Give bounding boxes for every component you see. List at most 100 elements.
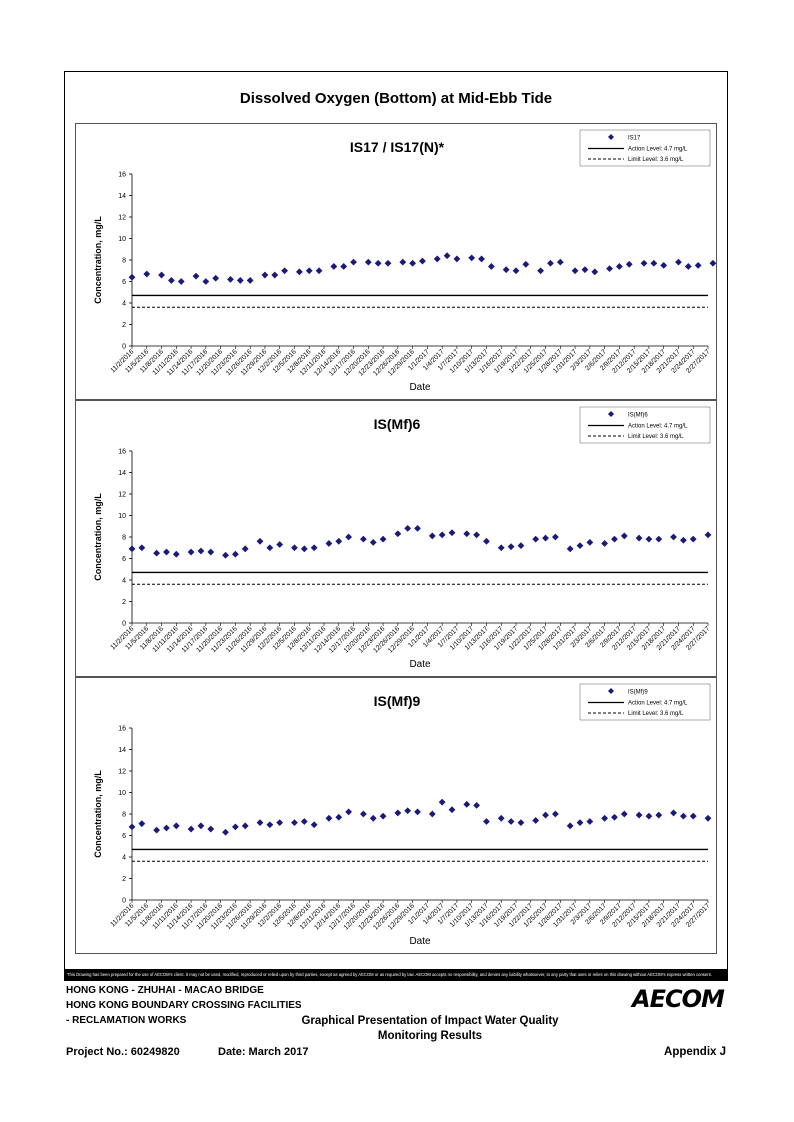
data-point bbox=[369, 538, 377, 546]
data-point bbox=[679, 536, 687, 544]
data-point bbox=[276, 819, 284, 826]
data-point bbox=[576, 819, 584, 826]
y-tick-label: 4 bbox=[122, 855, 126, 862]
y-tick-label: 0 bbox=[122, 621, 126, 628]
data-point bbox=[542, 811, 549, 819]
data-point bbox=[606, 265, 613, 272]
data-point bbox=[404, 807, 412, 815]
data-point bbox=[295, 268, 303, 276]
data-point bbox=[266, 821, 274, 829]
y-tick-label: 8 bbox=[122, 535, 126, 542]
data-point bbox=[364, 258, 372, 266]
chart-title: IS(Mf)6 bbox=[374, 416, 421, 432]
legend-series-label: IS(Mf)9 bbox=[628, 690, 648, 696]
data-point bbox=[197, 822, 205, 830]
footer-project-line-2: HONG KONG BOUNDARY CROSSING FACILITIES bbox=[66, 1000, 302, 1011]
footer-project-line-3: - RECLAMATION WORKS bbox=[66, 1015, 187, 1026]
data-point bbox=[291, 544, 298, 552]
legend-action-label: Action Level: 4.7 mg/L bbox=[628, 424, 688, 430]
y-tick-label: 6 bbox=[122, 833, 126, 840]
data-point bbox=[581, 266, 589, 274]
data-point bbox=[291, 819, 298, 826]
data-point bbox=[128, 823, 136, 831]
chart-is17: IS17 / IS17(N)* 0 2 4 6 8 10 12 14 16 Concentratio… bbox=[93, 129, 717, 393]
data-point bbox=[615, 263, 623, 270]
data-point bbox=[487, 263, 495, 270]
data-point bbox=[414, 808, 421, 816]
data-point bbox=[300, 545, 308, 553]
data-point bbox=[684, 263, 692, 270]
data-point bbox=[522, 260, 530, 268]
data-point bbox=[645, 535, 653, 543]
data-point bbox=[414, 525, 421, 532]
data-point bbox=[153, 826, 161, 834]
data-point bbox=[340, 263, 348, 270]
data-point bbox=[670, 809, 677, 817]
data-point bbox=[256, 819, 264, 826]
data-point bbox=[453, 255, 461, 263]
data-point bbox=[394, 530, 402, 538]
data-point bbox=[566, 822, 574, 830]
data-point bbox=[670, 533, 677, 541]
data-point bbox=[202, 278, 210, 285]
footer-appendix: Appendix J bbox=[664, 1046, 726, 1058]
data-point bbox=[187, 825, 195, 833]
data-point bbox=[645, 812, 653, 820]
data-point bbox=[187, 548, 195, 556]
data-point bbox=[266, 544, 274, 552]
data-point bbox=[143, 270, 151, 278]
data-point bbox=[620, 532, 628, 540]
data-point bbox=[276, 541, 284, 548]
data-point bbox=[379, 535, 387, 543]
data-point bbox=[192, 272, 200, 280]
data-point bbox=[586, 538, 594, 546]
data-point bbox=[620, 810, 628, 818]
chart-panel-ismf9: IS(Mf)9 0 2 4 6 8 10 12 14 16 Concentration, mg/L 1… bbox=[75, 677, 717, 954]
data-point bbox=[502, 266, 510, 274]
footer-title-line-2: Monitoring Results bbox=[377, 1030, 483, 1042]
data-point bbox=[542, 534, 549, 542]
data-point bbox=[556, 258, 564, 266]
data-point bbox=[433, 255, 441, 263]
data-point bbox=[241, 822, 249, 830]
legend-limit-label: Limit Level: 3.6 mg/L bbox=[628, 157, 684, 163]
y-tick-label: 2 bbox=[122, 322, 126, 329]
y-tick-label: 16 bbox=[118, 172, 126, 179]
aecom-logo: AECOM bbox=[632, 985, 725, 1013]
data-point bbox=[611, 813, 618, 821]
data-point bbox=[207, 825, 215, 833]
data-point bbox=[325, 814, 333, 822]
data-point bbox=[601, 814, 609, 822]
data-point bbox=[650, 259, 658, 267]
data-point bbox=[566, 545, 574, 553]
data-point bbox=[128, 545, 136, 553]
y-tick-label: 6 bbox=[122, 556, 126, 563]
data-point bbox=[532, 535, 540, 543]
data-point bbox=[177, 278, 185, 285]
data-point bbox=[635, 811, 643, 819]
y-tick-label: 14 bbox=[118, 193, 126, 200]
chart-title: IS17 / IS17(N)* bbox=[350, 139, 445, 155]
data-point bbox=[655, 535, 663, 543]
data-point bbox=[517, 819, 525, 826]
y-axis-label: Concentration, mg/L bbox=[93, 493, 103, 581]
data-point bbox=[551, 810, 559, 818]
data-point bbox=[709, 259, 717, 267]
data-point bbox=[601, 540, 609, 547]
data-point bbox=[419, 257, 426, 265]
data-point bbox=[507, 818, 515, 825]
data-point bbox=[138, 820, 146, 828]
chart-panel-ismf6: IS(Mf)6 0 2 4 6 8 10 12 14 16 Concentration, mg/L 1… bbox=[75, 400, 717, 677]
data-point bbox=[438, 531, 446, 539]
y-tick-label: 4 bbox=[122, 578, 126, 585]
data-point bbox=[428, 532, 436, 540]
y-tick-label: 0 bbox=[122, 898, 126, 905]
x-axis-label: Date bbox=[409, 382, 431, 393]
data-point bbox=[547, 259, 554, 267]
data-point bbox=[300, 818, 308, 825]
drawing-frame: Dissolved Oxygen (Bottom) at Mid-Ebb Tid… bbox=[64, 71, 728, 981]
legend-limit-label: Limit Level: 3.6 mg/L bbox=[628, 434, 684, 440]
data-point bbox=[241, 545, 249, 553]
data-point bbox=[222, 551, 229, 559]
